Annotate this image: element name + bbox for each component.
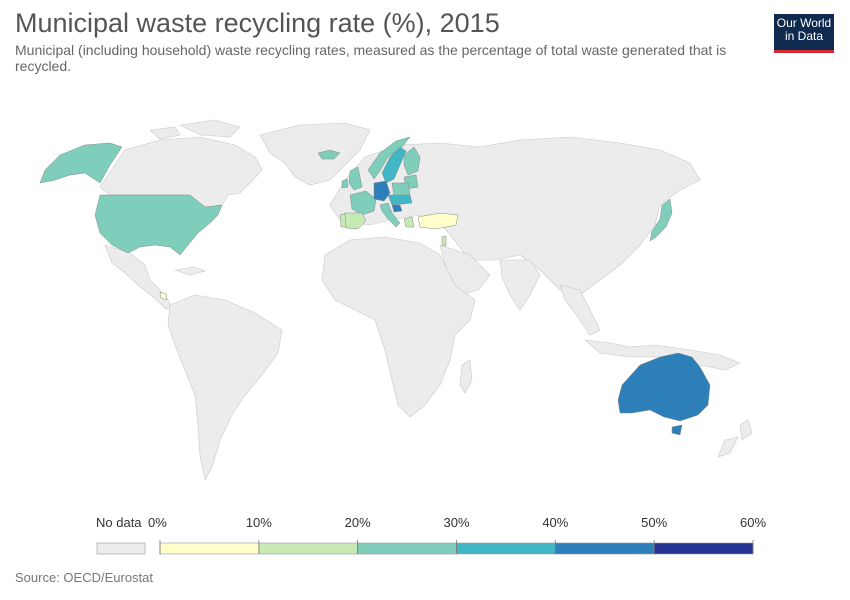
region-turkey[interactable] xyxy=(417,212,459,230)
region-central-europe[interactable] xyxy=(387,194,413,206)
data-regions xyxy=(39,136,711,436)
legend-bin-50-60[interactable] xyxy=(653,542,754,555)
source-note: Source: OECD/Eurostat xyxy=(15,570,153,585)
world-map xyxy=(39,119,753,481)
region-caribbean[interactable] xyxy=(174,266,206,276)
legend-bin-20-30[interactable] xyxy=(357,542,457,555)
legend-tick-label: 30% xyxy=(443,515,469,530)
land-masses xyxy=(99,119,753,481)
legend-bin-40-50[interactable] xyxy=(555,542,655,555)
region-iceland[interactable] xyxy=(317,149,341,160)
region-greenland[interactable] xyxy=(259,122,371,186)
legend-tick-label: 20% xyxy=(345,515,371,530)
region-finland[interactable] xyxy=(403,146,421,176)
region-madagascar[interactable] xyxy=(459,359,473,394)
region-spain[interactable] xyxy=(343,212,367,230)
region-new-zealand[interactable] xyxy=(717,419,753,458)
legend-tick-label: 0% xyxy=(148,515,167,530)
legend-ticks: 0% 10% 20% 30% 40% 50% 60% xyxy=(148,515,766,554)
region-france[interactable] xyxy=(349,190,377,216)
region-slovenia[interactable] xyxy=(391,204,403,213)
legend-no-data-label: No data xyxy=(96,515,142,530)
legend-bin-30-40[interactable] xyxy=(456,542,556,555)
region-africa[interactable] xyxy=(321,236,476,418)
legend-no-data-swatch xyxy=(96,542,146,555)
owid-logo[interactable]: Our World in Data xyxy=(774,14,834,53)
region-israel[interactable] xyxy=(441,235,447,247)
region-mexico-central-america[interactable] xyxy=(104,244,173,310)
region-united-kingdom[interactable] xyxy=(348,166,363,191)
logo-line-2: in Data xyxy=(784,29,824,43)
region-australia[interactable] xyxy=(617,352,711,436)
legend-tick-label: 60% xyxy=(740,515,766,530)
region-canada-islands[interactable] xyxy=(149,119,241,140)
region-sweden[interactable] xyxy=(381,146,407,184)
region-india[interactable] xyxy=(499,259,541,311)
legend-bin-10-20[interactable] xyxy=(258,542,358,555)
region-south-america[interactable] xyxy=(167,294,283,481)
region-portugal[interactable] xyxy=(339,213,347,228)
region-germany[interactable] xyxy=(373,180,391,202)
legend-tick-label: 10% xyxy=(246,515,272,530)
color-legend: No data 0% 10% 20% 30% 40% 50% 60% xyxy=(96,515,766,555)
chart-subtitle: Municipal (including household) waste re… xyxy=(15,42,727,74)
logo-accent-bar xyxy=(774,50,834,53)
region-indonesia[interactable] xyxy=(584,339,741,371)
region-southeast-asia[interactable] xyxy=(559,284,601,336)
region-greece[interactable] xyxy=(403,216,415,228)
region-alaska[interactable] xyxy=(39,142,123,184)
chart-title: Municipal waste recycling rate (%), 2015 xyxy=(15,8,500,38)
legend-tick-label: 40% xyxy=(542,515,568,530)
region-costa-rica[interactable] xyxy=(159,291,168,301)
legend-tick-label: 50% xyxy=(641,515,667,530)
region-japan[interactable] xyxy=(649,198,673,242)
region-italy[interactable] xyxy=(379,202,401,228)
region-united-states[interactable] xyxy=(94,194,223,256)
legend-bin-0-10[interactable] xyxy=(159,542,260,555)
region-ireland[interactable] xyxy=(341,178,349,189)
logo-line-1: Our World xyxy=(776,16,832,30)
